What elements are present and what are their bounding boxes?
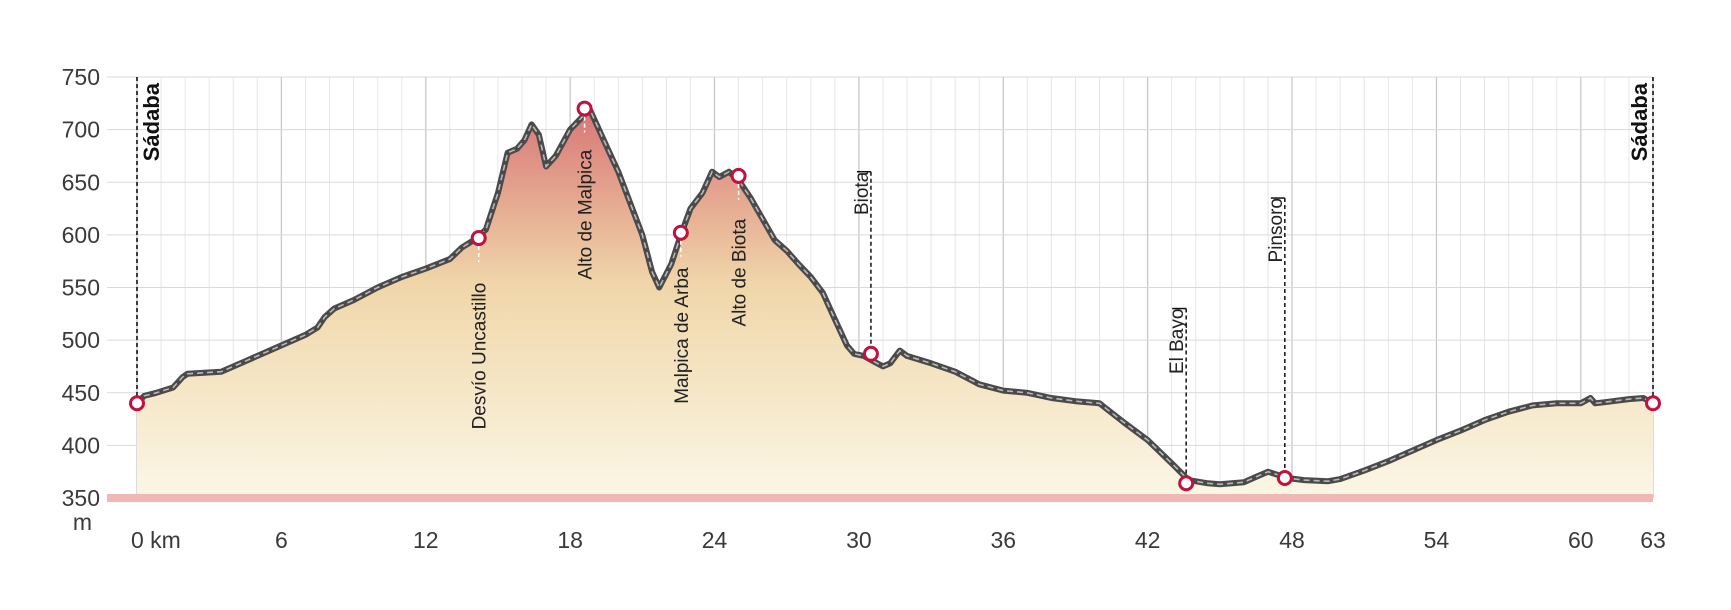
- waypoint-label: Desvío Uncastillo: [470, 283, 491, 430]
- waypoint: El Bayo: [1167, 307, 1195, 492]
- waypoint: Sádaba: [1627, 77, 1661, 412]
- waypoint-label: Biota: [852, 171, 873, 215]
- x-tick-label: 60: [1568, 527, 1594, 553]
- y-tick-label: 500: [62, 327, 100, 353]
- y-tick-label: 700: [62, 117, 100, 143]
- y-tick-label: 600: [62, 222, 100, 248]
- x-tick-label: 6: [275, 527, 288, 553]
- y-tick-label: 400: [62, 432, 100, 458]
- x-tick-label: 12: [413, 527, 439, 553]
- elevation-area: [137, 108, 1653, 498]
- waypoint-label: Pinsoro: [1266, 198, 1287, 262]
- waypoint: Malpica de Arba: [672, 224, 693, 404]
- waypoint: Biota: [852, 170, 879, 362]
- waypoint-label: Alto de Malpica: [576, 149, 597, 279]
- waypoint-marker: [470, 230, 487, 247]
- waypoint-label: El Bayo: [1167, 309, 1188, 374]
- x-tick-label: 18: [557, 527, 583, 553]
- waypoint-marker: [730, 167, 747, 184]
- y-tick-label: 750: [62, 64, 100, 90]
- waypoint-marker: [1276, 470, 1293, 487]
- waypoint-marker: [1178, 475, 1195, 492]
- elevation-line: [134, 105, 1655, 488]
- y-tick-label: 650: [62, 169, 100, 195]
- waypoint: Desvío Uncastillo: [470, 230, 491, 430]
- waypoint-marker: [1645, 395, 1661, 412]
- x-tick-label: 63: [1640, 527, 1666, 553]
- y-tick-label: 350: [62, 485, 100, 511]
- waypoint-label: Sádaba: [1627, 82, 1652, 161]
- waypoint: Sádaba: [129, 77, 164, 412]
- waypoint-marker: [672, 224, 689, 241]
- waypoint-label: Sádaba: [139, 82, 164, 161]
- baseline-band: [107, 494, 1653, 502]
- x-tick-label: 36: [990, 527, 1016, 553]
- waypoint-label: Alto de Biota: [730, 218, 751, 326]
- waypoint-marker: [129, 395, 145, 412]
- x-tick-label: 48: [1279, 527, 1305, 553]
- waypoint-marker: [576, 100, 593, 117]
- x-axis: 0 km 6 12 18 24 30 36 42 48 54 60 63: [131, 527, 1666, 553]
- x-tick-label: 24: [702, 527, 728, 553]
- x-tick-label: 42: [1135, 527, 1161, 553]
- x-tick-label: 30: [846, 527, 872, 553]
- waypoint: Alto de Biota: [730, 167, 751, 327]
- x-tick-label: 0 km: [131, 527, 181, 553]
- baseline: [107, 494, 1653, 502]
- x-tick-label: 54: [1424, 527, 1450, 553]
- y-axis-unit-label: m: [73, 509, 92, 535]
- waypoint-label: Malpica de Arba: [672, 267, 693, 404]
- elevation-area-fill: [137, 108, 1653, 498]
- elevation-line-inner: [136, 107, 1654, 486]
- y-tick-label: 450: [62, 380, 100, 406]
- y-axis: 350 400 450 500 550 600 650 700 750: [62, 64, 100, 511]
- waypoint: Pinsoro: [1266, 197, 1293, 487]
- waypoints: Sádaba Desvío Uncastillo Alto de Malpica Ma…: [129, 77, 1661, 492]
- waypoint: Alto de Malpica: [576, 100, 597, 280]
- waypoint-marker: [862, 345, 879, 362]
- y-tick-label: 550: [62, 275, 100, 301]
